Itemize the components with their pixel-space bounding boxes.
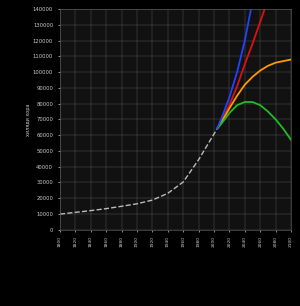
Нис. рож. — [215, 127, 219, 131]
Нис. рож. — [243, 100, 247, 104]
Историческо — [58, 212, 62, 216]
Ср. рож./смьр. — [235, 94, 239, 98]
Постоянна — [251, 0, 254, 3]
Вис. рож. — [228, 103, 231, 107]
Вис. рож. — [215, 127, 219, 131]
Ср. рож./смьр. — [243, 83, 247, 87]
Ср. рож./смьр. — [266, 64, 270, 68]
Нис. рож. — [235, 103, 239, 107]
Вис. рож. — [251, 42, 254, 46]
Историческо — [151, 198, 154, 202]
Историческо — [197, 158, 200, 162]
Вис. рож. — [220, 118, 224, 122]
Историческо — [212, 132, 216, 136]
Историческо — [89, 209, 93, 212]
Ср. рож./смьр. — [289, 58, 293, 62]
Историческо — [104, 207, 108, 211]
Нис. рож. — [274, 118, 278, 121]
Историческо — [182, 180, 185, 184]
Постоянна — [243, 39, 247, 43]
Постоянна — [215, 127, 219, 131]
Вис. рож. — [243, 62, 247, 66]
Ср. рож./смьр. — [220, 120, 224, 124]
Нис. рож. — [258, 103, 262, 107]
Вис. рож. — [235, 84, 239, 88]
Line: Вис. рож.: Вис. рож. — [217, 0, 291, 129]
Line: Нис. рож.: Нис. рож. — [217, 102, 291, 140]
Line: Постоянна: Постоянна — [217, 0, 291, 129]
Line: Ср. рож./смьр.: Ср. рож./смьр. — [217, 60, 291, 129]
Нис. рож. — [251, 100, 254, 104]
Историческо — [135, 202, 139, 206]
Постоянна — [235, 70, 239, 74]
Историческо — [120, 204, 123, 208]
Нис. рож. — [220, 121, 224, 125]
Постоянна — [228, 95, 231, 99]
Y-axis label: хиляди хора: хиляди хора — [26, 103, 32, 136]
Нис. рож. — [266, 110, 270, 113]
Историческо — [74, 211, 77, 214]
Line: Историческо: Историческо — [60, 129, 217, 214]
Ср. рож./смьр. — [251, 75, 254, 79]
Ср. рож./смьр. — [281, 59, 285, 63]
Ср. рож./смьр. — [215, 127, 219, 131]
Нис. рож. — [228, 111, 231, 115]
Вис. рож. — [266, 0, 270, 2]
Историческо — [166, 192, 169, 195]
Ср. рож./смьр. — [274, 61, 278, 65]
Ср. рож./смьр. — [258, 69, 262, 73]
Вис. рож. — [258, 20, 262, 24]
Нис. рож. — [281, 127, 285, 131]
Нис. рож. — [289, 138, 293, 142]
Ср. рож./смьр. — [228, 106, 231, 110]
Постоянна — [220, 116, 224, 120]
Историческо — [215, 127, 219, 131]
